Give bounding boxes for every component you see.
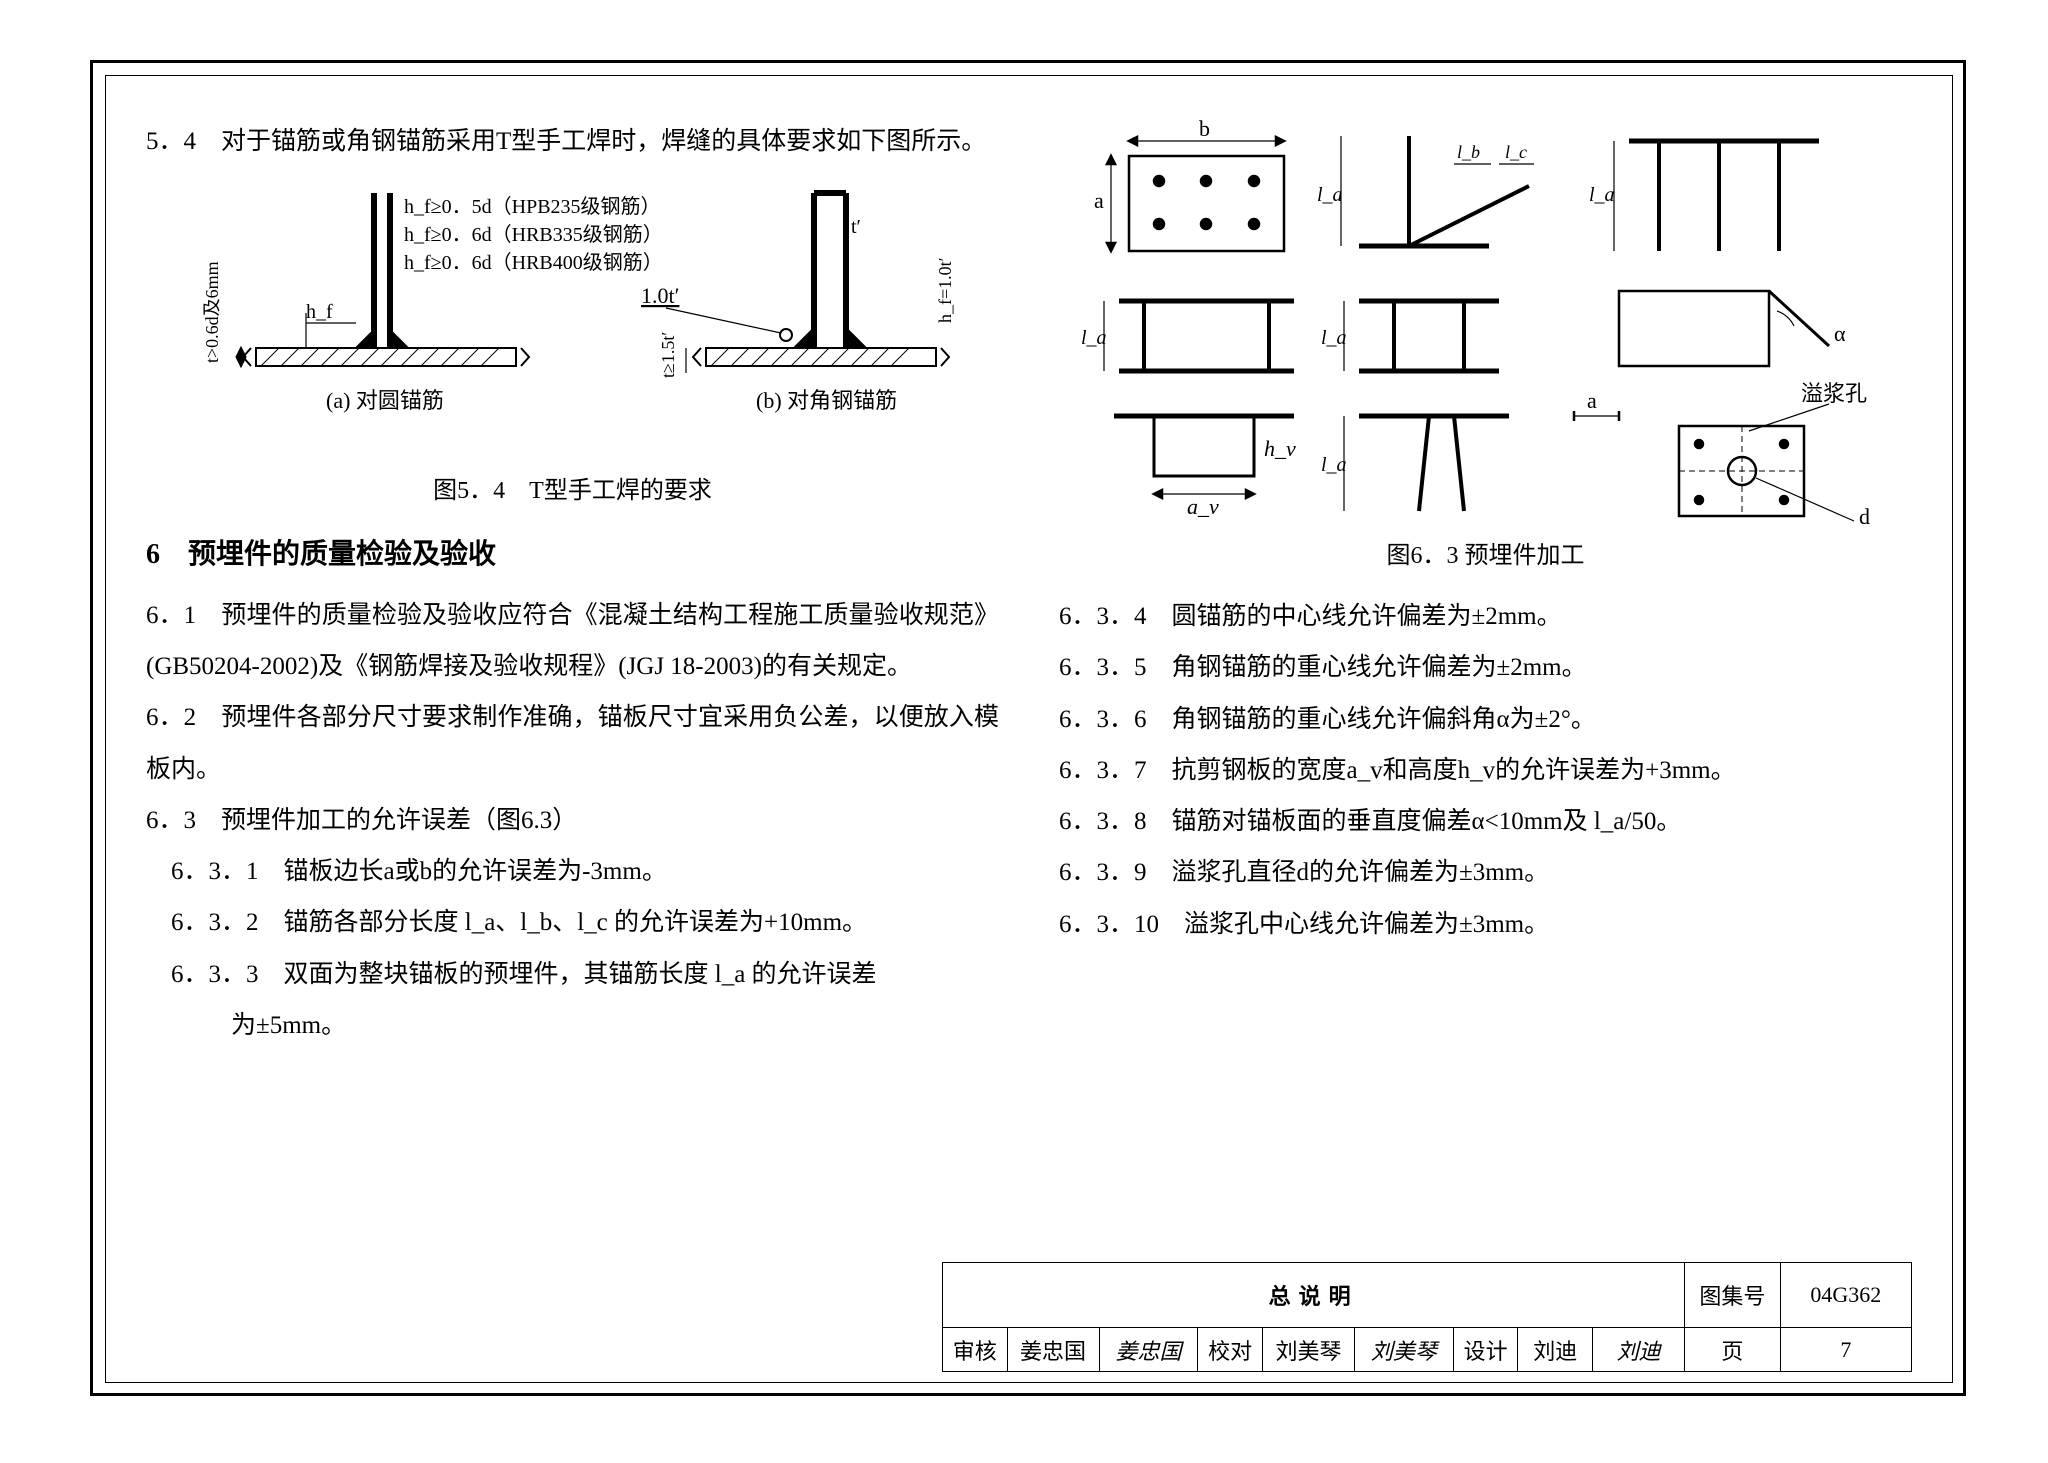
lbl-la-1: l_a (1317, 184, 1343, 206)
lbl-la-2: l_a (1589, 184, 1615, 206)
page-number: 7 (1780, 1328, 1911, 1372)
set-label: 图集号 (1685, 1263, 1780, 1328)
lbl-alpha: α (1834, 321, 1846, 346)
lbl-hv: h_v (1264, 436, 1296, 461)
drawing-title: 总说明 (943, 1263, 1685, 1328)
lbl-av: a_v (1187, 494, 1219, 519)
drawing-frame-outer: 5．4 对于锚筋或角钢锚筋采用T型手工焊时，焊缝的具体要求如下图所示。 (90, 60, 1966, 1396)
para-6-3-9: 6．3．9 溢浆孔直径d的允许偏差为±3mm。 (1059, 847, 1912, 898)
t-left-label: t>0.6d及6mm (202, 262, 222, 364)
svg-text:t′: t′ (851, 216, 861, 238)
para-6-3-7: 6．3．7 抗剪钢板的宽度a_v和高度h_v的允许误差为+3mm。 (1059, 745, 1912, 796)
shenhe-signature: 姜忠国 (1099, 1328, 1198, 1372)
fig54-sub-a: (a) 对圆锚筋 (326, 388, 444, 413)
lbl-a: a (1094, 188, 1104, 213)
page-label: 页 (1685, 1328, 1780, 1372)
para-5-4: 5．4 对于锚筋或角钢锚筋采用T型手工焊时，焊缝的具体要求如下图所示。 (146, 116, 999, 167)
para-6-3: 6．3 预埋件加工的允许误差（图6.3） (146, 795, 999, 846)
set-number: 04G362 (1780, 1263, 1911, 1328)
hf-spec-3: h_f≥0．6d（HRB400级钢筋） (404, 251, 663, 274)
lbl-la-5: l_a (1321, 454, 1347, 476)
shenhe-name: 姜忠国 (1007, 1328, 1099, 1372)
right-column: b a l_a l_b l_c l_a l_a l_a α a_v h_v l_… (1059, 116, 1912, 1372)
hf-label: h_f (306, 301, 333, 323)
para-6-3-5: 6．3．5 角钢锚筋的重心线允许偏差为±2mm。 (1059, 642, 1912, 693)
hf-right-label: h_f=1.0t′ (935, 258, 955, 324)
shenhe-label: 审核 (943, 1328, 1008, 1372)
page-content: 5．4 对于锚筋或角钢锚筋采用T型手工焊时，焊缝的具体要求如下图所示。 (146, 116, 1912, 1372)
title-block: 总说明 图集号 04G362 审核 姜忠国 姜忠国 校对 刘美琴 刘美琴 设计 … (942, 1262, 1912, 1372)
para-6-3-4: 6．3．4 圆锚筋的中心线允许偏差为±2mm。 (1059, 591, 1912, 642)
jiaodui-name: 刘美琴 (1262, 1328, 1354, 1372)
figure-5-4: h_f t>0.6d及6mm (a) 对圆锚筋 h_f≥0．5d（HPB235级… (146, 173, 999, 463)
para-6-3-8: 6．3．8 锚筋对锚板面的垂直度偏差α<10mm及 l_a/50。 (1059, 796, 1912, 847)
mid-t-label: t≥1.5t′ (658, 332, 678, 378)
para-6-1: 6．1 预埋件的质量检验及验收应符合《混凝土结构工程施工质量验收规范》(GB50… (146, 590, 999, 693)
hf-spec-1: h_f≥0．5d（HPB235级钢筋） (404, 195, 661, 218)
lbl-d: d (1859, 504, 1870, 526)
fig63-caption: 图6．3 预埋件加工 (1059, 532, 1912, 581)
fig54-caption: 图5．4 T型手工焊的要求 (146, 467, 999, 516)
heading-6: 6 预埋件的质量检验及验收 (146, 526, 999, 583)
para-6-2: 6．2 预埋件各部分尺寸要求制作准确，锚板尺寸宜采用负公差，以便放入模板内。 (146, 692, 999, 795)
para-6-3-2: 6．3．2 锚筋各部分长度 l_a、l_b、l_c 的允许误差为+10mm。 (146, 897, 999, 948)
figure-6-3: b a l_a l_b l_c l_a l_a l_a α a_v h_v l_… (1059, 116, 1912, 526)
para-6-3-10: 6．3．10 溢浆孔中心线允许偏差为±3mm。 (1059, 899, 1912, 950)
jiaodui-signature: 刘美琴 (1354, 1328, 1453, 1372)
lbl-la-3: l_a (1081, 327, 1107, 349)
one-t-label: 1.0t′ (641, 283, 679, 308)
sheji-label: 设计 (1453, 1328, 1518, 1372)
lbl-lb: l_b (1457, 142, 1480, 162)
left-column: 5．4 对于锚筋或角钢锚筋采用T型手工焊时，焊缝的具体要求如下图所示。 (146, 116, 999, 1372)
lbl-b: b (1199, 116, 1210, 141)
lbl-la-4: l_a (1321, 327, 1347, 349)
para-6-3-3a: 6．3．3 双面为整块锚板的预埋件，其锚筋长度 l_a 的允许误差 (146, 949, 999, 1000)
sheji-name: 刘迪 (1518, 1328, 1593, 1372)
para-6-3-6: 6．3．6 角钢锚筋的重心线允许偏斜角α为±2°。 (1059, 694, 1912, 745)
sheji-signature: 刘迪 (1593, 1328, 1685, 1372)
hf-spec-2: h_f≥0．6d（HRB335级钢筋） (404, 223, 663, 246)
para-6-3-1: 6．3．1 锚板边长a或b的允许误差为-3mm。 (146, 846, 999, 897)
lbl-lc: l_c (1505, 142, 1527, 162)
drawing-frame-inner: 5．4 对于锚筋或角钢锚筋采用T型手工焊时，焊缝的具体要求如下图所示。 (105, 75, 1953, 1383)
para-6-3-3b: 为±5mm。 (146, 1000, 999, 1051)
lbl-a2: a (1587, 388, 1597, 413)
lbl-grout-hole: 溢浆孔 (1801, 381, 1867, 406)
jiaodui-label: 校对 (1198, 1328, 1263, 1372)
fig54-sub-b: (b) 对角钢锚筋 (756, 388, 897, 413)
